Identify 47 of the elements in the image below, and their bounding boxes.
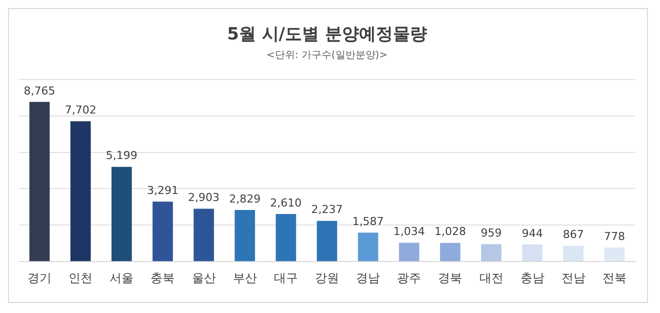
x-tick-label: 전남 [561, 270, 586, 285]
x-tick-label: 경기 [28, 270, 52, 285]
chart-title: 5월 시/도별 분양예정물량 [227, 24, 427, 45]
bar [29, 102, 50, 262]
bar [70, 121, 91, 262]
data-label: 1,034 [393, 225, 425, 238]
bar [604, 247, 625, 262]
x-tick-label: 경북 [438, 270, 462, 285]
data-label: 867 [562, 228, 584, 242]
x-tick-label: 울산 [192, 270, 216, 285]
bar [398, 242, 420, 262]
data-label: 5,199 [106, 149, 138, 162]
bar [481, 244, 502, 262]
bar [358, 232, 378, 262]
data-label: 8,765 [24, 84, 56, 98]
data-label: 959 [480, 226, 502, 240]
bar [440, 242, 460, 262]
x-tick-label: 부산 [232, 270, 257, 285]
data-label: 778 [604, 230, 625, 243]
bar [194, 208, 214, 262]
x-tick-label: 충북 [150, 270, 175, 285]
data-label: 7,702 [64, 104, 96, 117]
bar [112, 166, 132, 262]
bar [276, 214, 296, 262]
chart-subtitle: <단위: 가구수(일반분양)> [266, 50, 388, 61]
data-label: 1,028 [434, 225, 466, 238]
x-tick-label: 인천 [68, 270, 93, 285]
x-tick-label: 광주 [397, 270, 422, 285]
data-label: 2,903 [188, 191, 220, 204]
data-label: 2,610 [270, 196, 302, 210]
x-tick-label: 대구 [274, 270, 298, 285]
data-label: 2,237 [311, 203, 343, 216]
bar [152, 202, 173, 262]
x-tick-label: 충남 [520, 270, 544, 285]
data-label: 2,829 [229, 192, 261, 206]
x-tick-label: 전북 [602, 270, 626, 285]
x-tick-label: 대전 [479, 270, 504, 285]
bar [234, 210, 256, 262]
x-tick-label: 서울 [110, 270, 134, 285]
bar [316, 220, 338, 262]
bar [522, 244, 542, 262]
x-tick-label: 경남 [356, 270, 380, 285]
data-label: 3,291 [146, 184, 178, 197]
x-tick-label: 강원 [315, 270, 339, 285]
data-label: 1,587 [352, 215, 384, 228]
data-label: 944 [522, 226, 543, 240]
bar [563, 246, 584, 262]
